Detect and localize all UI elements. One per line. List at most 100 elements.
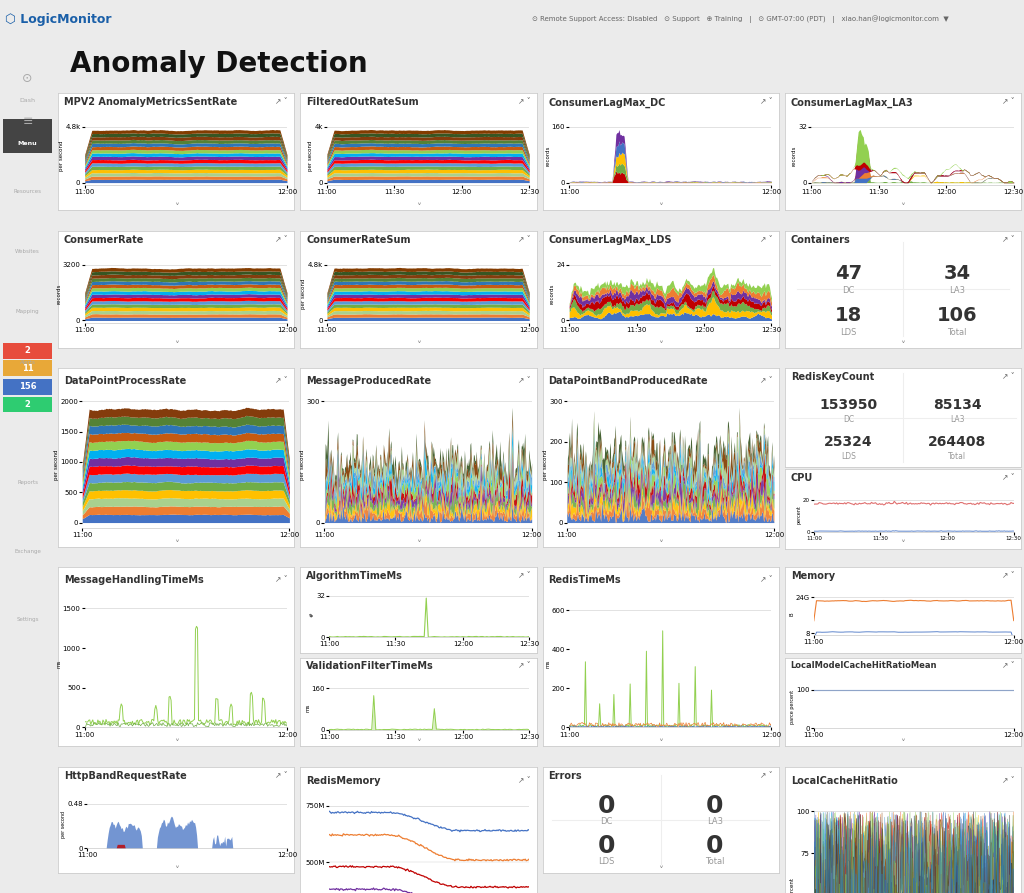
Y-axis label: per second: per second [301,279,306,309]
Text: Memory: Memory [791,571,835,580]
Text: RedisTimeMs: RedisTimeMs [549,574,621,585]
Text: Websites: Websites [15,249,40,255]
Text: HttpBandRequestRate: HttpBandRequestRate [63,771,186,780]
Bar [3,120,52,154]
Text: ˅: ˅ [900,341,905,351]
Bar [3,361,52,376]
Text: ˅: ˅ [900,203,905,213]
Text: DC: DC [843,286,855,295]
Y-axis label: per second: per second [300,450,305,480]
Text: ↗ ˅: ↗ ˅ [760,574,772,584]
Text: MessageHandlingTimeMs: MessageHandlingTimeMs [63,574,204,585]
Text: ˅: ˅ [658,203,664,213]
Text: ↗ ˅: ↗ ˅ [1002,571,1015,580]
Text: ⊙ Remote Support Access: Disabled   ⊙ Support   ⊕ Training   |   ⊙ GMT-07:00 (PD: ⊙ Remote Support Access: Disabled ⊙ Supp… [532,15,949,23]
Text: ConsumerLagMax_DC: ConsumerLagMax_DC [549,97,666,107]
Text: ValidationFilterTimeMs: ValidationFilterTimeMs [306,661,434,672]
Text: 34: 34 [944,264,971,283]
Text: Errors: Errors [549,771,582,780]
Y-axis label: ms: ms [545,660,550,668]
Text: 85134: 85134 [933,397,982,412]
Text: DC: DC [600,817,612,826]
Y-axis label: ms: ms [305,704,310,712]
Text: ↗ ˅: ↗ ˅ [1002,235,1015,244]
Text: ˅: ˅ [416,540,421,550]
Text: ˅: ˅ [174,865,178,876]
Text: ↗ ˅: ↗ ˅ [1002,97,1015,106]
Text: ˅: ˅ [658,865,664,876]
Y-axis label: percent: percent [797,505,801,524]
Text: 25324: 25324 [824,435,872,449]
Text: ˅: ˅ [900,540,905,550]
Text: 0: 0 [598,794,615,818]
Text: ↗ ˅: ↗ ˅ [517,776,530,785]
Text: ↗ ˅: ↗ ˅ [275,771,288,780]
Text: ˅: ˅ [658,540,664,550]
Text: RedisMemory: RedisMemory [306,776,381,786]
Text: ˅: ˅ [174,540,178,550]
Text: LA3: LA3 [950,415,965,424]
Text: 2: 2 [25,346,31,355]
Text: 0: 0 [707,794,724,818]
Text: ˅: ˅ [900,739,905,749]
Y-axis label: #: # [310,613,315,617]
Text: ˅: ˅ [658,739,664,749]
Y-axis label: per second: per second [58,141,63,171]
Y-axis label: per second: per second [543,450,548,480]
Text: Containers: Containers [791,235,850,246]
Text: Total: Total [706,857,725,866]
Text: MessageProducedRate: MessageProducedRate [306,376,431,386]
Y-axis label: parce percent: parce percent [790,690,795,724]
Bar [3,397,52,413]
Text: 153950: 153950 [819,397,878,412]
Text: ↗ ˅: ↗ ˅ [760,376,772,385]
Y-axis label: records: records [792,146,797,166]
Y-axis label: records: records [550,284,555,305]
Text: Mapping: Mapping [15,309,39,314]
Y-axis label: ms: ms [56,660,61,668]
Text: Alerts: Alerts [19,361,36,365]
Text: ↗ ˅: ↗ ˅ [1002,661,1015,670]
Text: ↗ ˅: ↗ ˅ [275,235,288,244]
Text: ˅: ˅ [174,739,178,749]
Text: 11: 11 [22,363,34,372]
Text: 47: 47 [835,264,862,283]
Text: ˅: ˅ [416,203,421,213]
Text: DC: DC [843,415,854,424]
Text: ↗ ˅: ↗ ˅ [517,571,530,580]
Text: Dash: Dash [19,98,36,103]
Text: ConsumerRate: ConsumerRate [63,235,144,246]
Text: 106: 106 [937,306,978,325]
Text: LDS: LDS [841,328,857,337]
Text: 18: 18 [835,306,862,325]
Text: LA3: LA3 [707,817,723,826]
Text: FilteredOutRateSum: FilteredOutRateSum [306,97,419,107]
Text: ↗ ˅: ↗ ˅ [275,376,288,385]
Text: LocalModelCacheHitRatioMean: LocalModelCacheHitRatioMean [791,661,937,670]
Text: Total: Total [947,328,967,337]
Text: ⬡ LogicMonitor: ⬡ LogicMonitor [5,13,112,26]
Text: ↗ ˅: ↗ ˅ [1002,472,1015,481]
Text: Settings: Settings [16,617,39,622]
Text: Total: Total [948,453,967,462]
Text: LDS: LDS [598,857,614,866]
Text: ↗ ˅: ↗ ˅ [1002,776,1015,785]
Text: ˅: ˅ [174,341,178,351]
Text: LDS: LDS [841,453,856,462]
Text: Exchange: Exchange [14,548,41,554]
Text: ConsumerLagMax_LDS: ConsumerLagMax_LDS [549,235,672,246]
Text: MPV2 AnomalyMetricsSentRate: MPV2 AnomalyMetricsSentRate [63,97,238,107]
Text: CPU: CPU [791,472,813,482]
Text: ↗ ˅: ↗ ˅ [517,376,530,385]
Text: Menu: Menu [17,140,37,146]
Text: 0: 0 [707,834,724,858]
Text: Anomaly Detection: Anomaly Detection [70,50,368,78]
Bar [3,380,52,395]
Text: ≡: ≡ [23,115,33,128]
Y-axis label: per second: per second [53,450,58,480]
Text: ConsumerRateSum: ConsumerRateSum [306,235,411,246]
Text: Resources: Resources [13,189,42,195]
Text: DataPointProcessRate: DataPointProcessRate [63,376,186,386]
Text: LocalCacheHitRatio: LocalCacheHitRatio [791,776,897,786]
Text: AlgorithmTimeMs: AlgorithmTimeMs [306,571,403,580]
